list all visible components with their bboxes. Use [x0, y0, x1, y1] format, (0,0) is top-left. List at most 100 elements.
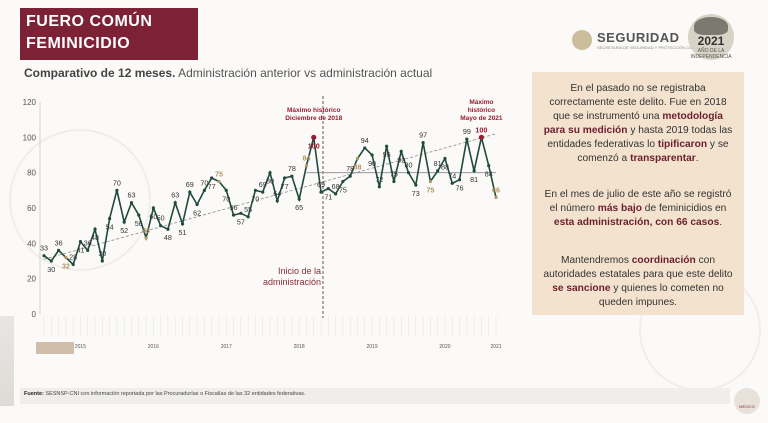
data-label: 69: [259, 180, 267, 189]
data-label: 30: [98, 249, 106, 258]
data-label: 43: [142, 226, 150, 235]
data-point: [421, 141, 425, 145]
data-point: [159, 224, 163, 228]
year-label: 2016: [148, 344, 159, 350]
side-decoration: [0, 316, 14, 406]
year-label: 2019: [367, 344, 378, 350]
data-label: 95: [383, 150, 391, 159]
data-point: [370, 153, 374, 157]
info-paragraph-2: En el mes de julio de este año se regist…: [544, 189, 732, 228]
data-point: [246, 215, 250, 219]
data-point: [385, 144, 389, 148]
data-point: [268, 171, 272, 175]
data-point: [115, 188, 119, 192]
data-label: 73: [412, 189, 420, 198]
data-point: [282, 176, 287, 180]
data-label: 55: [244, 205, 252, 214]
data-label: 80: [266, 177, 274, 186]
data-point: [297, 197, 301, 201]
data-point: [195, 202, 199, 207]
data-label: 88: [441, 163, 449, 172]
title-line-2: FEMINICIDIO: [26, 35, 131, 52]
data-point: [129, 201, 134, 205]
data-label: 63: [127, 191, 135, 200]
data-label: 75: [339, 186, 347, 195]
data-label: 64: [273, 189, 281, 198]
data-point: [56, 248, 61, 252]
data-point: [275, 199, 279, 203]
subtitle-bold: Comparativo de 12 meses.: [24, 66, 176, 80]
data-label: 78: [288, 164, 296, 173]
admin-start-label: Inicio de la: [278, 266, 321, 276]
y-tick-label: 0: [32, 310, 37, 319]
data-point: [494, 195, 498, 199]
source-text: Fuente: SESNSP-CNI con información repor…: [24, 391, 306, 397]
data-point: [290, 174, 294, 178]
data-point: [210, 176, 214, 180]
data-label: 70: [251, 194, 259, 203]
y-tick-label: 40: [27, 239, 36, 248]
data-label: 70: [200, 178, 208, 187]
data-label: 69: [186, 180, 194, 189]
data-label: 30: [47, 265, 55, 274]
data-point: [377, 185, 381, 189]
data-label: 81: [434, 159, 442, 168]
max-annotation: Máximo histórico: [287, 107, 340, 114]
data-label: 54: [106, 223, 114, 232]
logo-year-caption: AÑO DE LA INDEPENDENCIA: [690, 48, 732, 60]
data-label: 51: [179, 228, 187, 237]
eagle-seal-icon: [572, 30, 592, 50]
data-point: [71, 262, 75, 267]
data-label: 77: [281, 182, 289, 191]
data-point: [450, 181, 454, 185]
data-point: [144, 236, 148, 240]
data-point: [231, 213, 236, 217]
data-point: [202, 188, 206, 192]
chart-subtitle: Comparativo de 12 meses. Administración …: [24, 66, 432, 80]
data-point: [457, 178, 462, 182]
data-label: 57: [237, 217, 245, 226]
data-label: 52: [120, 226, 128, 235]
data-point: [363, 146, 367, 150]
data-label: 74: [448, 171, 456, 180]
data-point: [311, 134, 317, 140]
data-label: 88: [353, 163, 361, 172]
year-label: 2017: [221, 344, 232, 350]
data-point: [108, 217, 112, 221]
data-label: 66: [492, 185, 500, 194]
info-paragraph-3: Mantendremos coordinación con autoridade…: [543, 255, 733, 308]
data-point: [100, 259, 104, 263]
data-point: [151, 206, 155, 210]
data-label: 84: [485, 170, 493, 179]
data-label: 36: [84, 238, 92, 247]
data-label: 69: [317, 180, 325, 189]
data-point: [304, 164, 309, 168]
info-panel: En el pasado no se registraba correctame…: [532, 72, 744, 315]
data-point: [443, 156, 447, 161]
year-label: 2015: [75, 344, 86, 350]
data-point: [319, 190, 323, 194]
data-label: 75: [390, 170, 398, 179]
data-point: [414, 183, 418, 187]
data-point: [217, 179, 221, 184]
y-tick-label: 120: [23, 98, 37, 107]
year-label: 2018: [294, 344, 305, 350]
gobierno-de-mexico-seal: MÉXICO: [734, 388, 760, 414]
data-label: 56: [135, 219, 143, 228]
data-point: [428, 179, 432, 184]
y-tick-label: 80: [27, 169, 36, 178]
logo-year: 2021: [697, 34, 725, 48]
series-line: [43, 137, 497, 266]
data-point: [341, 179, 345, 184]
feminicide-line-chart: 0 20 40 60 80 100 120 Inicio de laadministració…: [23, 96, 503, 350]
data-point: [472, 169, 476, 173]
data-label: 70: [113, 178, 121, 187]
data-label: 48: [164, 233, 172, 242]
data-label: 72: [375, 175, 383, 184]
data-label: 63: [171, 191, 179, 200]
data-label: 32: [62, 261, 70, 270]
data-label: 33: [40, 244, 48, 253]
data-label: 62: [193, 208, 201, 217]
max-annotation: Diciembre de 2018: [285, 115, 342, 122]
